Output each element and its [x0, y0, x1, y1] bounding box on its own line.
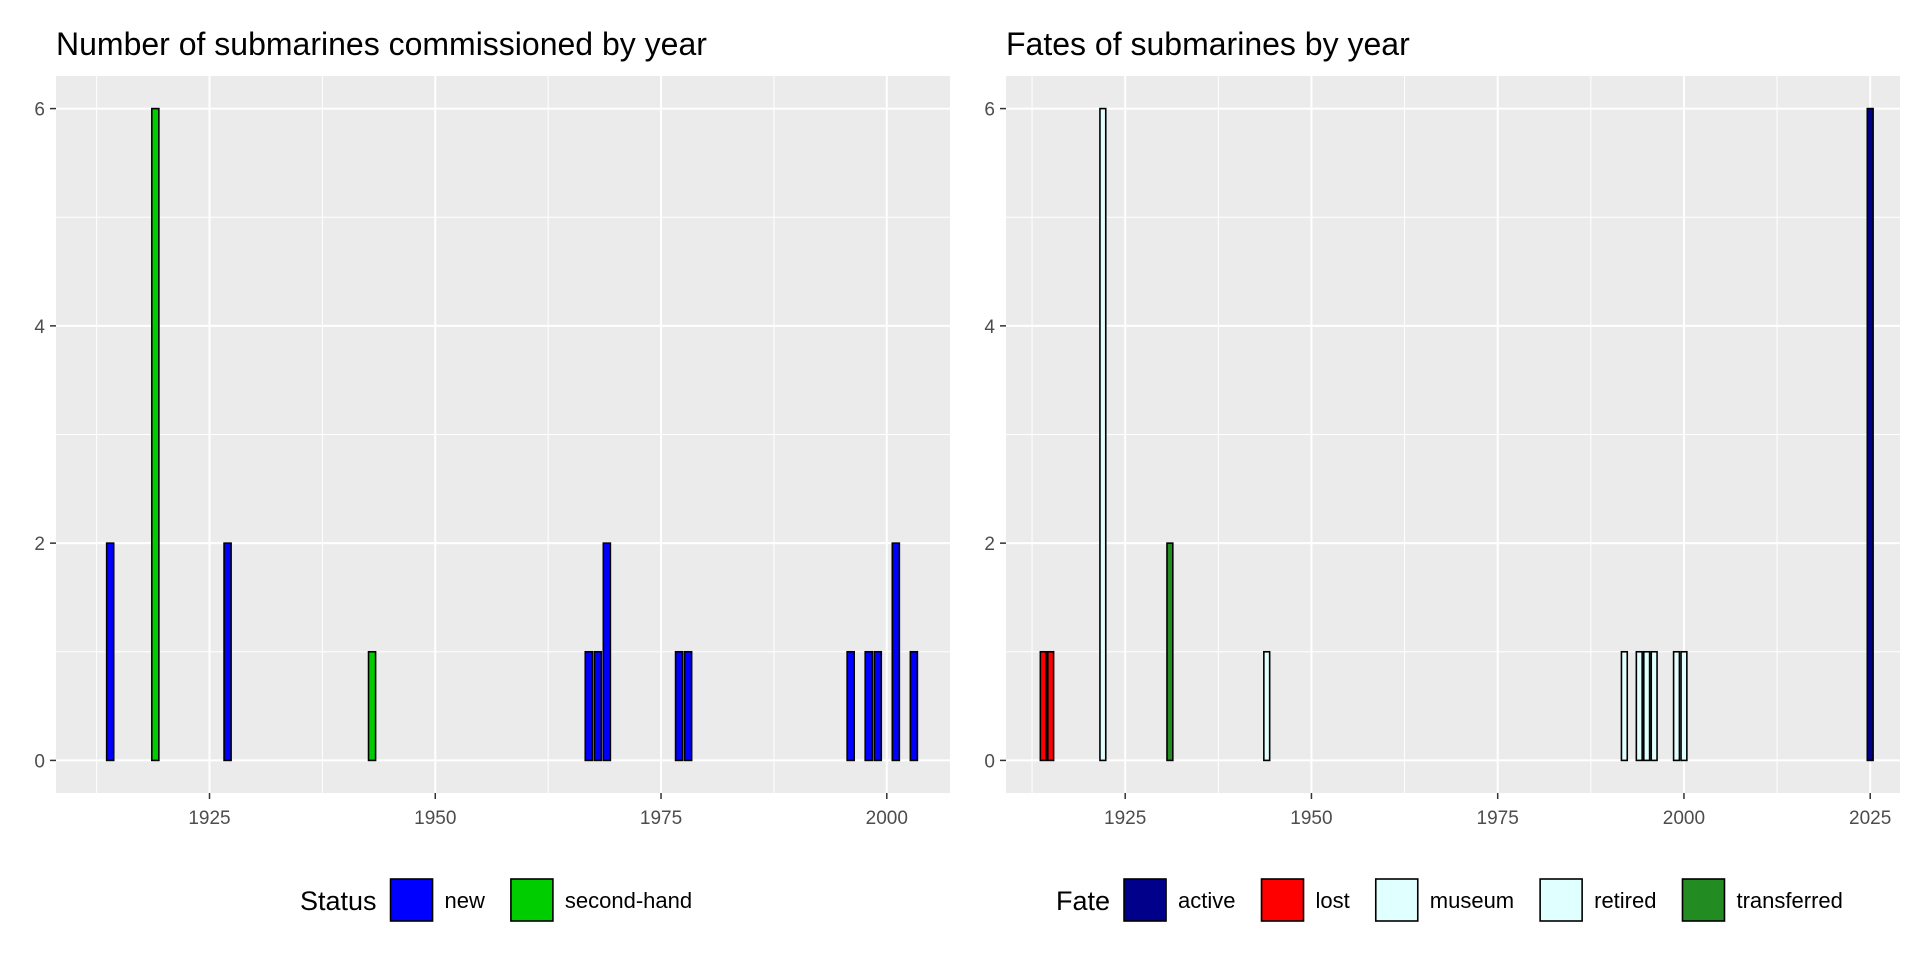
bar-second-hand-1919: [151, 107, 160, 762]
bar-retired-1922: [1099, 107, 1107, 762]
y-tick-label: 4: [34, 317, 45, 338]
bar-active-2025: [1866, 107, 1874, 762]
x-tick-label: 1950: [414, 808, 456, 829]
bar-new-1977: [674, 650, 684, 762]
bar-retired-1992: [1620, 650, 1629, 762]
bar-second-hand-1943: [367, 650, 377, 762]
bar-retired-1994: [1635, 650, 1643, 762]
bar-new-1914: [105, 542, 115, 762]
bar-retired-2000: [1680, 650, 1688, 762]
y-tick-label: 2: [984, 534, 995, 555]
y-tick-label: 2: [34, 534, 45, 555]
x-tick-label: 1950: [1290, 808, 1332, 829]
bar-new-1999: [873, 650, 883, 762]
bar-new-1996: [846, 650, 855, 762]
x-tick-label: 1975: [640, 808, 682, 829]
legend-label-retired: retired: [1594, 888, 1656, 913]
x-tick-label: 2025: [1849, 808, 1891, 829]
x-tick-label: 1925: [188, 808, 230, 829]
bar-new-2001: [891, 542, 901, 762]
legend-title: Fate: [1056, 886, 1110, 916]
plot-panel-commissioned: 1925 1950 1975 2000 0 2 4 6: [34, 76, 950, 829]
plot-panel-fates: 1925 1950 1975 2000 2025 0 2 4 6: [984, 76, 1900, 829]
bar-retired-1944: [1263, 650, 1271, 762]
bar-new-1967: [584, 650, 594, 762]
legend-label-second-hand: second-hand: [565, 888, 692, 913]
bar-new-1927: [223, 542, 232, 762]
legend-key-retired: [1539, 878, 1583, 922]
bar-transferred-1931: [1166, 542, 1174, 762]
y-tick-label: 6: [34, 100, 45, 121]
chart-title-commissioned: Number of submarines commissioned by yea…: [56, 26, 707, 62]
bar-museum-1995: [1642, 650, 1651, 762]
bar-retired-1996: [1650, 650, 1658, 762]
bar-new-2003: [909, 650, 919, 762]
legend-key-transferred: [1681, 878, 1726, 922]
legend-label-new: new: [445, 888, 485, 913]
legend-label-transferred: transferred: [1736, 888, 1842, 913]
legend-key-new: [389, 878, 434, 922]
legend-key-second-hand: [510, 878, 554, 922]
bar-new-1968: [593, 650, 603, 762]
y-tick-label: 0: [984, 751, 995, 772]
y-tick-label: 6: [984, 100, 995, 121]
legend-status: Status new second-hand: [300, 878, 692, 922]
legend-key-lost: [1260, 878, 1305, 922]
bar-new-1998: [864, 650, 874, 762]
bar-retired-1999: [1672, 650, 1681, 762]
legend-key-active: [1123, 878, 1167, 922]
legend-label-active: active: [1178, 888, 1235, 913]
x-tick-label: 2000: [866, 808, 908, 829]
legend-fate: Fate active lost museum retired transferred: [1056, 878, 1843, 922]
chart-fates: Fates of submarines by year 1925 1950 1975…: [984, 26, 1900, 922]
x-tick-label: 2000: [1663, 808, 1705, 829]
legend-label-museum: museum: [1430, 888, 1514, 913]
legend-title: Status: [300, 886, 377, 916]
bar-new-1969: [602, 542, 612, 762]
bar-new-1978: [683, 650, 693, 762]
chart-commissioned: Number of submarines commissioned by yea…: [34, 26, 950, 922]
legend-label-lost: lost: [1316, 888, 1350, 913]
y-tick-label: 0: [34, 751, 45, 772]
chart-title-fates: Fates of submarines by year: [1006, 26, 1410, 62]
legend-key-museum: [1374, 878, 1419, 922]
bar-lost-1915: [1046, 650, 1055, 762]
bar-lost-1914: [1039, 650, 1047, 762]
x-tick-label: 1925: [1104, 808, 1146, 829]
x-tick-label: 1975: [1477, 808, 1519, 829]
y-tick-label: 4: [984, 317, 995, 338]
